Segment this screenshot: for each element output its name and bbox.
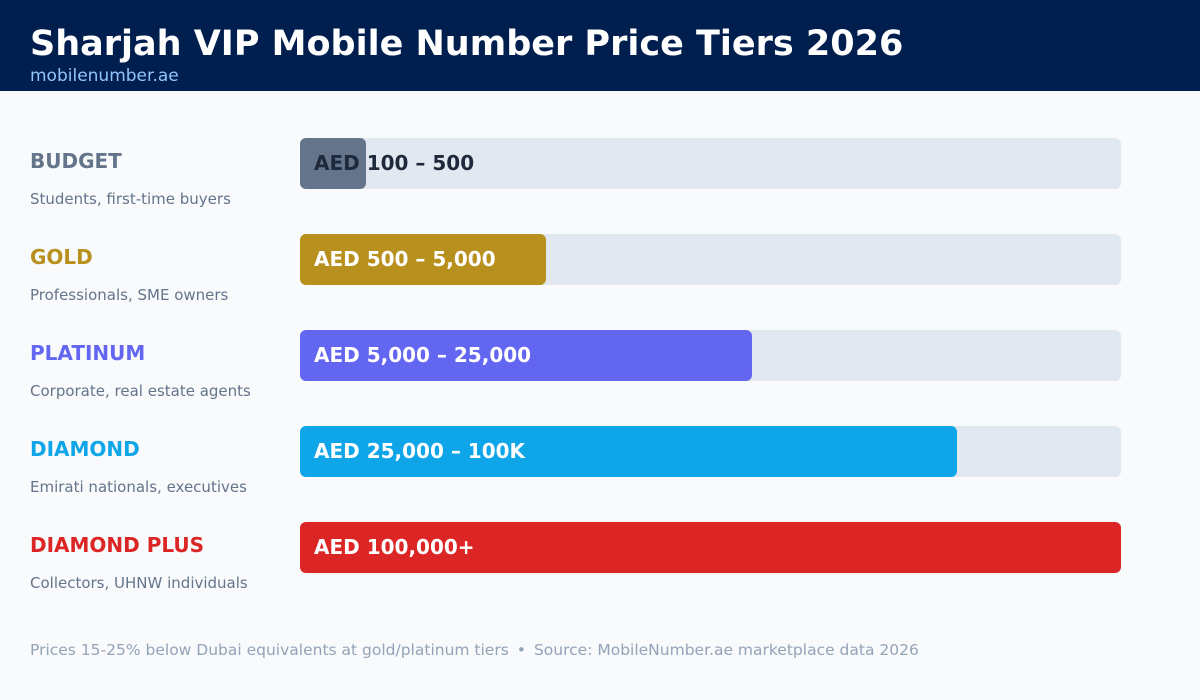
tier-description: Emirati nationals, executives bbox=[30, 478, 247, 496]
bar-fill bbox=[300, 138, 366, 189]
bar-track: AED 500 – 5,000 bbox=[300, 234, 1121, 285]
price-range-label: AED 100,000+ bbox=[314, 535, 475, 559]
bar-track: AED 25,000 – 100K bbox=[300, 426, 1121, 477]
bar-track: AED 100,000+ bbox=[300, 522, 1121, 573]
tier-description: Collectors, UHNW individuals bbox=[30, 574, 248, 592]
price-range-label: AED 500 – 5,000 bbox=[314, 247, 496, 271]
tier-name: BUDGET bbox=[30, 149, 122, 173]
bar-fill bbox=[300, 234, 546, 285]
footer-source: Source: MobileNumber.ae marketplace data… bbox=[533, 641, 919, 659]
site-name: mobilenumber.ae bbox=[30, 66, 179, 86]
tier-name: GOLD bbox=[30, 245, 93, 269]
price-range-label: AED 25,000 – 100K bbox=[314, 439, 526, 463]
bar-fill bbox=[300, 426, 957, 477]
tier-description: Corporate, real estate agents bbox=[30, 382, 251, 400]
footer-note: Prices 15-25% below Dubai equivalents at… bbox=[30, 640, 919, 660]
tier-description: Students, first-time buyers bbox=[30, 190, 231, 208]
header-banner: Sharjah VIP Mobile Number Price Tiers 20… bbox=[0, 0, 1200, 91]
price-range-label: AED 5,000 – 25,000 bbox=[314, 343, 532, 367]
tier-name: PLATINUM bbox=[30, 341, 146, 365]
bar-fill bbox=[300, 522, 1121, 573]
tier-name: DIAMOND PLUS bbox=[30, 533, 205, 557]
bar-fill bbox=[300, 330, 752, 381]
page-title: Sharjah VIP Mobile Number Price Tiers 20… bbox=[30, 24, 904, 64]
tier-name: DIAMOND bbox=[30, 437, 140, 461]
tier-description: Professionals, SME owners bbox=[30, 286, 229, 304]
price-range-label: AED 100 – 500 bbox=[314, 151, 475, 175]
footer-text: Prices 15-25% below Dubai equivalents at… bbox=[30, 641, 509, 659]
bar-track: AED 5,000 – 25,000 bbox=[300, 330, 1121, 381]
footer-separator: • bbox=[516, 641, 526, 659]
bar-track: AED 100 – 500 bbox=[300, 138, 1121, 189]
